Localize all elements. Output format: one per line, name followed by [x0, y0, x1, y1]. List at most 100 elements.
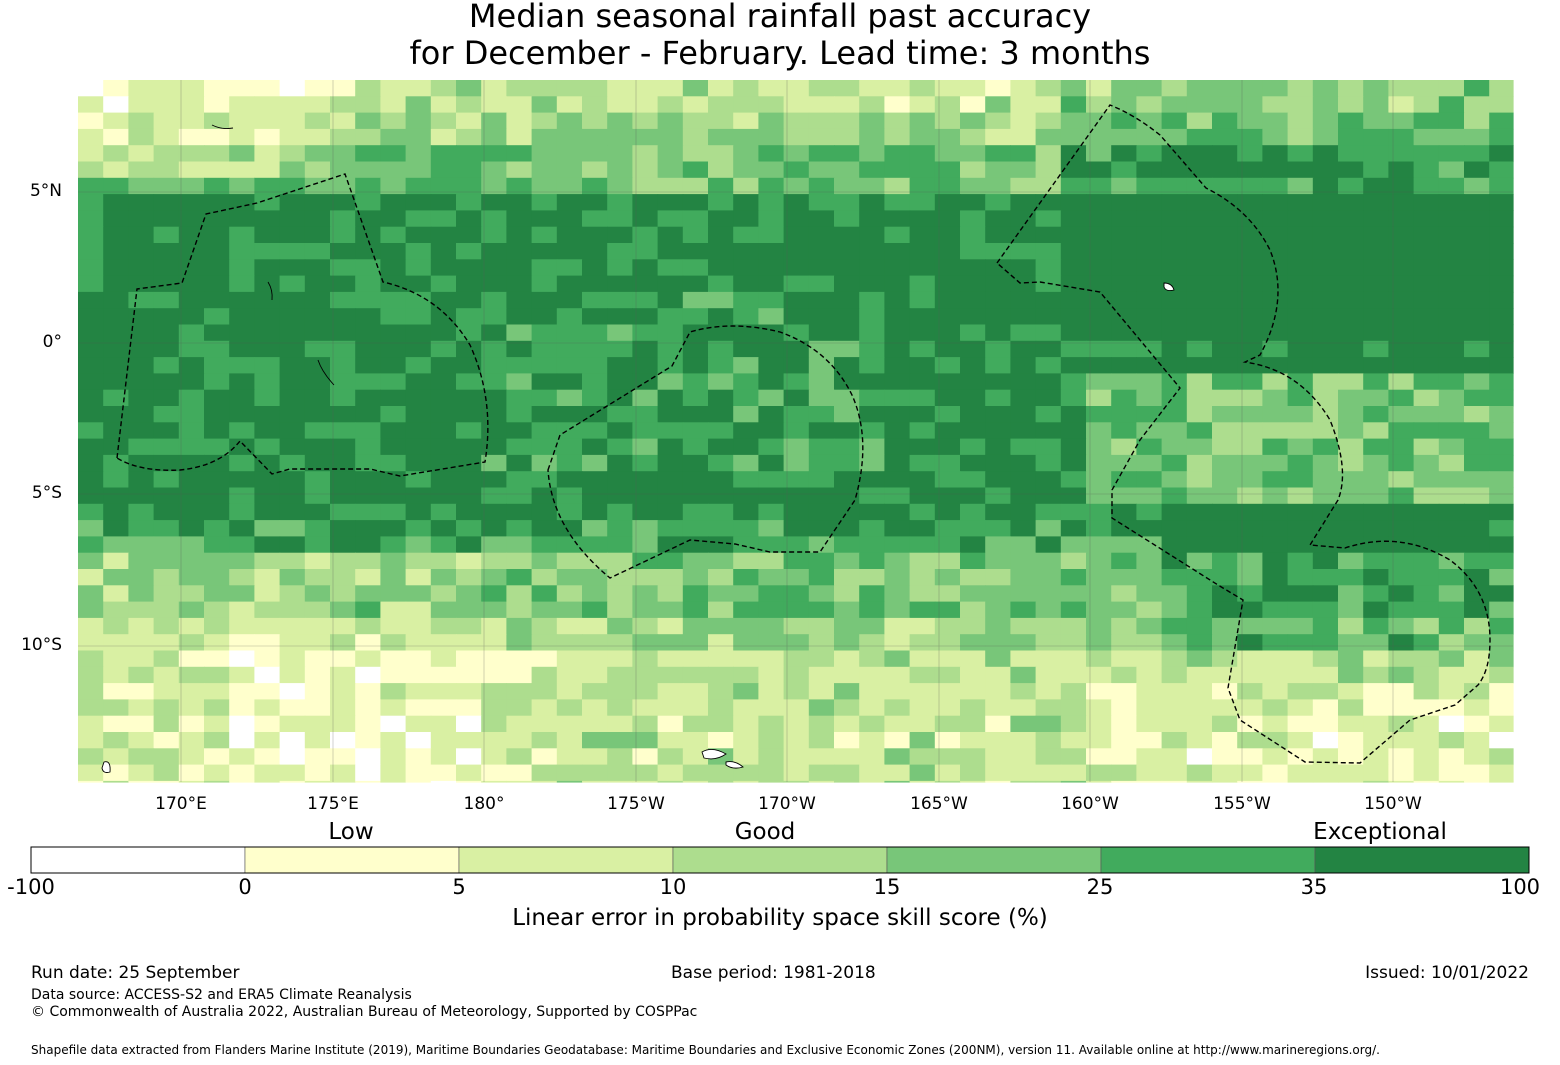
skill-cell: [1388, 503, 1415, 521]
skill-cell: [909, 177, 936, 195]
skill-cell: [582, 715, 608, 733]
skill-cell: [783, 650, 810, 668]
skill-cell: [78, 357, 104, 374]
skill-cell: [1212, 520, 1238, 537]
skill-cell: [254, 291, 281, 309]
skill-cell: [733, 210, 759, 228]
skill-cell: [1136, 683, 1163, 700]
skill-cell: [960, 128, 986, 146]
skill-cell: [758, 438, 785, 456]
skill-cell: [783, 112, 810, 130]
skill-cell: [758, 373, 785, 391]
skill-cell: [758, 308, 785, 326]
skill-cell: [582, 80, 608, 97]
skill-cell: [1262, 357, 1289, 374]
skill-cell: [355, 536, 381, 554]
skill-cell: [909, 128, 936, 146]
skill-cell: [456, 438, 482, 456]
skill-cell: [1111, 552, 1137, 570]
skill-cell: [884, 226, 911, 244]
skill-cell: [304, 601, 331, 619]
skill-cell: [1212, 194, 1238, 211]
skill-cell: [1035, 780, 1062, 783]
skill-cell: [934, 503, 961, 521]
skill-cell: [960, 389, 986, 407]
skill-cell: [506, 764, 533, 782]
skill-cell: [430, 520, 457, 537]
skill-cell: [1111, 324, 1137, 342]
skill-cell: [1413, 226, 1440, 244]
skill-cell: [1489, 210, 1514, 228]
skill-cell: [556, 764, 583, 782]
skill-cell: [758, 666, 785, 684]
skill-cell: [1388, 308, 1415, 326]
skill-cell: [1464, 112, 1490, 130]
skill-cell: [355, 259, 381, 277]
skill-cell: [506, 699, 533, 717]
skill-cell: [430, 438, 457, 456]
skill-cell: [1136, 422, 1163, 440]
skill-cell: [1413, 161, 1440, 179]
skill-cell: [1086, 601, 1112, 619]
skill-cell: [1338, 259, 1364, 277]
skill-cell: [1287, 666, 1314, 684]
skill-cell: [204, 275, 230, 293]
skill-cell: [330, 210, 356, 228]
skill-cell: [304, 422, 331, 440]
skill-cell: [254, 764, 281, 782]
skill-cell: [909, 666, 936, 684]
skill-cell: [1010, 683, 1037, 700]
skill-cell: [808, 226, 835, 244]
skill-cell: [204, 438, 230, 456]
skill-cell: [783, 438, 810, 456]
skill-cell: [330, 715, 356, 733]
skill-cell: [78, 389, 104, 407]
skill-cell: [1035, 210, 1062, 228]
skill-cell: [556, 226, 583, 244]
skill-cell: [153, 438, 180, 456]
skill-cell: [960, 259, 986, 277]
skill-cell: [834, 764, 860, 782]
skill-cell: [1489, 536, 1514, 554]
skill-cell: [279, 471, 306, 489]
skill-cell: [582, 650, 608, 668]
skill-cell: [506, 177, 533, 195]
skill-cell: [405, 357, 432, 374]
skill-cell: [758, 732, 785, 749]
skill-cell: [1161, 226, 1188, 244]
skill-cell: [405, 226, 432, 244]
skill-cell: [456, 471, 482, 489]
skill-cell: [178, 503, 205, 521]
skill-cell: [405, 487, 432, 505]
skill-cell: [1086, 308, 1112, 326]
skill-cell: [204, 226, 230, 244]
skill-cell: [330, 112, 356, 130]
skill-cell: [430, 80, 457, 97]
skill-cell: [481, 601, 507, 619]
skill-cell: [632, 715, 659, 733]
skill-cell: [657, 699, 684, 717]
skill-cell: [909, 601, 936, 619]
skill-cell: [1186, 291, 1213, 309]
skill-cell: [960, 210, 986, 228]
skill-cell: [1438, 226, 1465, 244]
skill-cell: [1136, 210, 1163, 228]
skill-cell: [204, 210, 230, 228]
skill-cell: [1086, 715, 1112, 733]
skill-cell: [1438, 536, 1465, 554]
skill-cell: [330, 487, 356, 505]
skill-cell: [1186, 259, 1213, 277]
skill-cell: [934, 569, 961, 586]
skill-cell: [78, 536, 104, 554]
skill-cell: [380, 569, 407, 586]
skill-cell: [632, 666, 659, 684]
skill-cell: [1161, 634, 1188, 652]
skill-cell: [1136, 226, 1163, 244]
skill-cell: [1186, 145, 1213, 163]
skill-cell: [708, 177, 734, 195]
skill-cell: [304, 764, 331, 782]
skill-cell: [1111, 128, 1137, 146]
skill-cell: [506, 780, 533, 783]
skill-cell: [380, 683, 407, 700]
lon-label-150w: 150°W: [1364, 794, 1422, 814]
